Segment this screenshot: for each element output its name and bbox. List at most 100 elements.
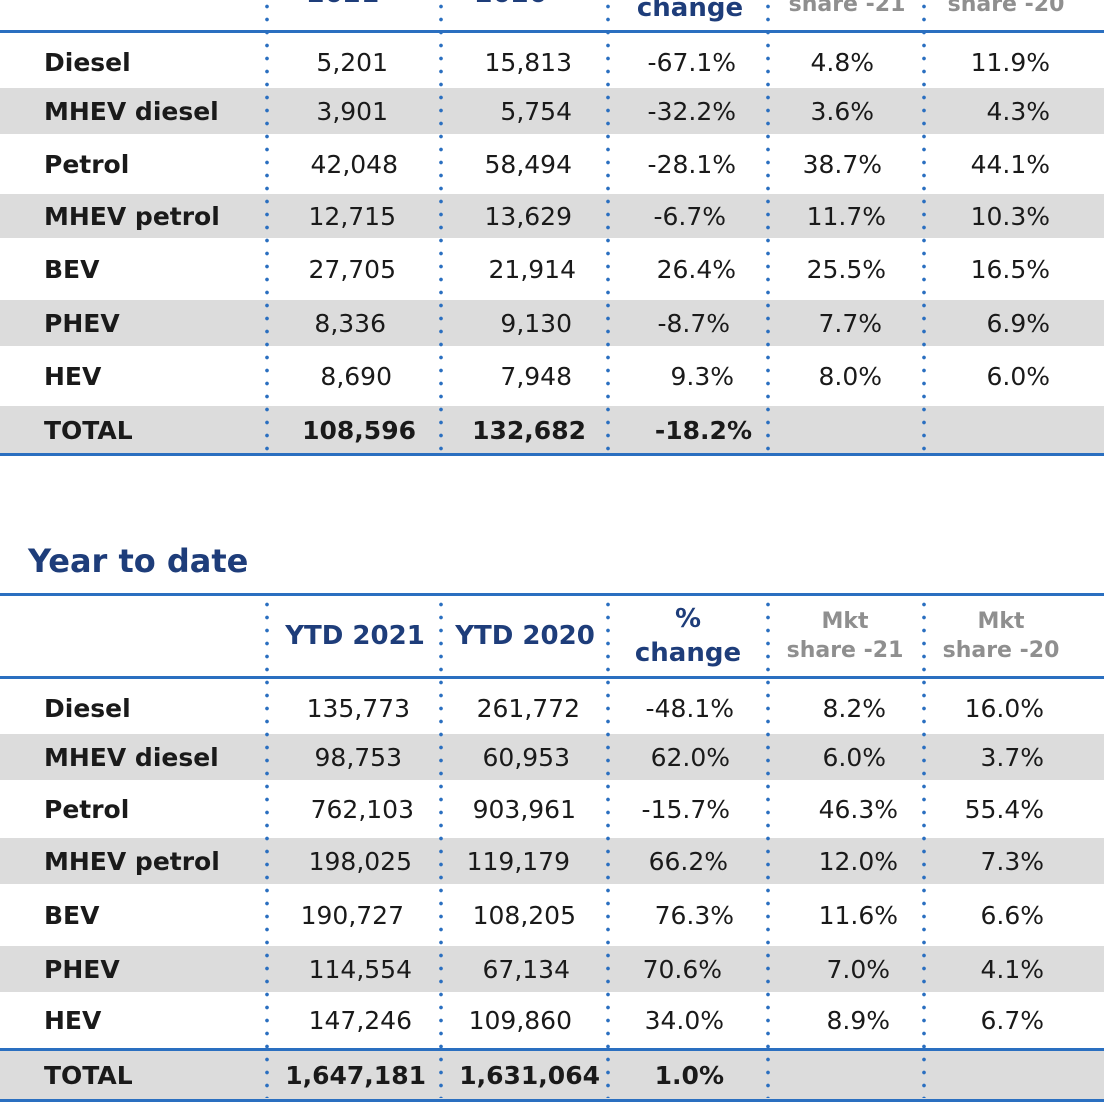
cell-change: 70.6%	[642, 954, 722, 984]
cell-ytd-2021: 135,773	[306, 693, 410, 723]
cell-share-21: 7.7%	[818, 308, 882, 338]
cell-2021: 5,201	[316, 47, 388, 77]
row-label: TOTAL	[44, 415, 133, 445]
row-label: TOTAL	[44, 1060, 133, 1090]
cell-share-20: 44.1%	[970, 149, 1050, 179]
cell-2021: 42,048	[310, 149, 398, 179]
column-divider	[766, 598, 770, 1098]
table-row: Diesel 135,773 261,772 -48.1% 8.2% 16.0%	[0, 682, 1104, 734]
row-label: HEV	[44, 1005, 102, 1035]
cell-change: -67.1%	[647, 47, 736, 77]
table-row: HEV 8,690 7,948 9.3% 8.0% 6.0%	[0, 346, 1104, 406]
column-divider	[922, 598, 926, 1098]
column-divider	[606, 598, 610, 1098]
table-row: Petrol 42,048 58,494 -28.1% 38.7% 44.1%	[0, 134, 1104, 194]
cell-share-21: 11.6%	[818, 900, 898, 930]
cell-share-21: 8.9%	[826, 1005, 890, 1035]
cell-2020: 9,130	[500, 308, 572, 338]
cell-2020: 132,682	[472, 415, 586, 445]
ytd-total-rule	[0, 1048, 1104, 1051]
cell-2021: 8,690	[320, 361, 392, 391]
row-label: Diesel	[44, 47, 131, 77]
cell-ytd-2021: 147,246	[308, 1005, 412, 1035]
cell-change: 66.2%	[648, 846, 728, 876]
top-header-col5: share -20	[947, 0, 1065, 17]
cell-change: -28.1%	[647, 149, 736, 179]
column-divider	[922, 0, 926, 454]
row-label: BEV	[44, 900, 100, 930]
cell-share-20: 3.7%	[980, 742, 1044, 772]
cell-share-21: 7.0%	[826, 954, 890, 984]
ytd-header-col4: Mkt share -21	[786, 609, 904, 663]
column-divider	[265, 0, 269, 454]
row-label: MHEV diesel	[44, 96, 219, 126]
table-row: MHEV petrol 12,715 13,629 -6.7% 11.7% 10…	[0, 194, 1104, 238]
row-label: Petrol	[44, 149, 130, 179]
table-row: HEV 147,246 109,860 34.0% 8.9% 6.7%	[0, 992, 1104, 1048]
cell-share-20: 11.9%	[970, 47, 1050, 77]
cell-2020: 15,813	[484, 47, 572, 77]
ytd-header-col5: Mkt share -20	[942, 609, 1060, 663]
ytd-header-rule	[0, 676, 1104, 679]
cell-share-21: 46.3%	[818, 794, 898, 824]
table-row: BEV 27,705 21,914 26.4% 25.5% 16.5%	[0, 238, 1104, 300]
cell-2020: 58,494	[484, 149, 572, 179]
ytd-header-col1: YTD 2021	[285, 621, 425, 652]
cell-ytd-2020: 60,953	[482, 742, 570, 772]
cell-ytd-2021: 1,647,181	[285, 1060, 426, 1090]
cell-change: 9.3%	[670, 361, 734, 391]
cell-change: -32.2%	[647, 96, 736, 126]
cell-ytd-2020: 67,134	[482, 954, 570, 984]
top-header-col3: change	[636, 0, 744, 24]
column-divider	[439, 0, 443, 454]
table-row: Diesel 5,201 15,813 -67.1% 4.8% 11.9%	[0, 36, 1104, 88]
cell-share-21: 11.7%	[806, 201, 886, 231]
cell-share-20: 16.0%	[964, 693, 1044, 723]
cell-ytd-2021: 98,753	[314, 742, 402, 772]
cell-ytd-2020: 108,205	[472, 900, 576, 930]
cell-ytd-2020: 109,860	[468, 1005, 572, 1035]
cell-2021: 12,715	[308, 201, 396, 231]
cell-share-21: 6.0%	[822, 742, 886, 772]
cell-change: 1.0%	[654, 1060, 724, 1090]
cell-change: -18.2%	[654, 415, 752, 445]
column-divider	[606, 0, 610, 454]
top-header-col4: share -21	[788, 0, 906, 17]
cell-2021: 108,596	[302, 415, 416, 445]
row-label: PHEV	[44, 954, 120, 984]
cell-share-20: 16.5%	[970, 254, 1050, 284]
cell-share-21: 38.7%	[802, 149, 882, 179]
ytd-header-col3: % change	[634, 604, 742, 668]
total-row: TOTAL 1,647,181 1,631,064 1.0%	[0, 1051, 1104, 1099]
table-row: BEV 190,727 108,205 76.3% 11.6% 6.6%	[0, 884, 1104, 946]
cell-share-21: 25.5%	[806, 254, 886, 284]
cell-ytd-2021: 190,727	[300, 900, 404, 930]
top-header-col1: 2021	[270, 0, 416, 12]
row-label: HEV	[44, 361, 102, 391]
cell-2020: 7,948	[500, 361, 572, 391]
cell-change: -8.7%	[657, 308, 730, 338]
ytd-top-rule	[0, 593, 1104, 596]
cell-ytd-2020: 903,961	[472, 794, 576, 824]
cell-ytd-2021: 114,554	[308, 954, 412, 984]
cell-share-20: 4.1%	[980, 954, 1044, 984]
cell-ytd-2020: 119,179	[466, 846, 570, 876]
cell-share-21: 8.2%	[822, 693, 886, 723]
column-divider	[265, 598, 269, 1098]
table-row: MHEV diesel 98,753 60,953 62.0% 6.0% 3.7…	[0, 734, 1104, 780]
cell-change: -6.7%	[653, 201, 726, 231]
column-divider	[439, 598, 443, 1098]
cell-2021: 3,901	[316, 96, 388, 126]
cell-share-20: 55.4%	[964, 794, 1044, 824]
cell-share-20: 6.0%	[986, 361, 1050, 391]
row-label: MHEV petrol	[44, 201, 220, 231]
cell-share-21: 8.0%	[818, 361, 882, 391]
cell-share-20: 6.6%	[980, 900, 1044, 930]
row-label: MHEV diesel	[44, 742, 219, 772]
table-row: PHEV 114,554 67,134 70.6% 7.0% 4.1%	[0, 946, 1104, 992]
cell-2020: 5,754	[500, 96, 572, 126]
top-header-col2: 2020	[444, 0, 578, 12]
cell-2020: 13,629	[484, 201, 572, 231]
row-label: PHEV	[44, 308, 120, 338]
ytd-bottom-rule	[0, 1099, 1104, 1102]
